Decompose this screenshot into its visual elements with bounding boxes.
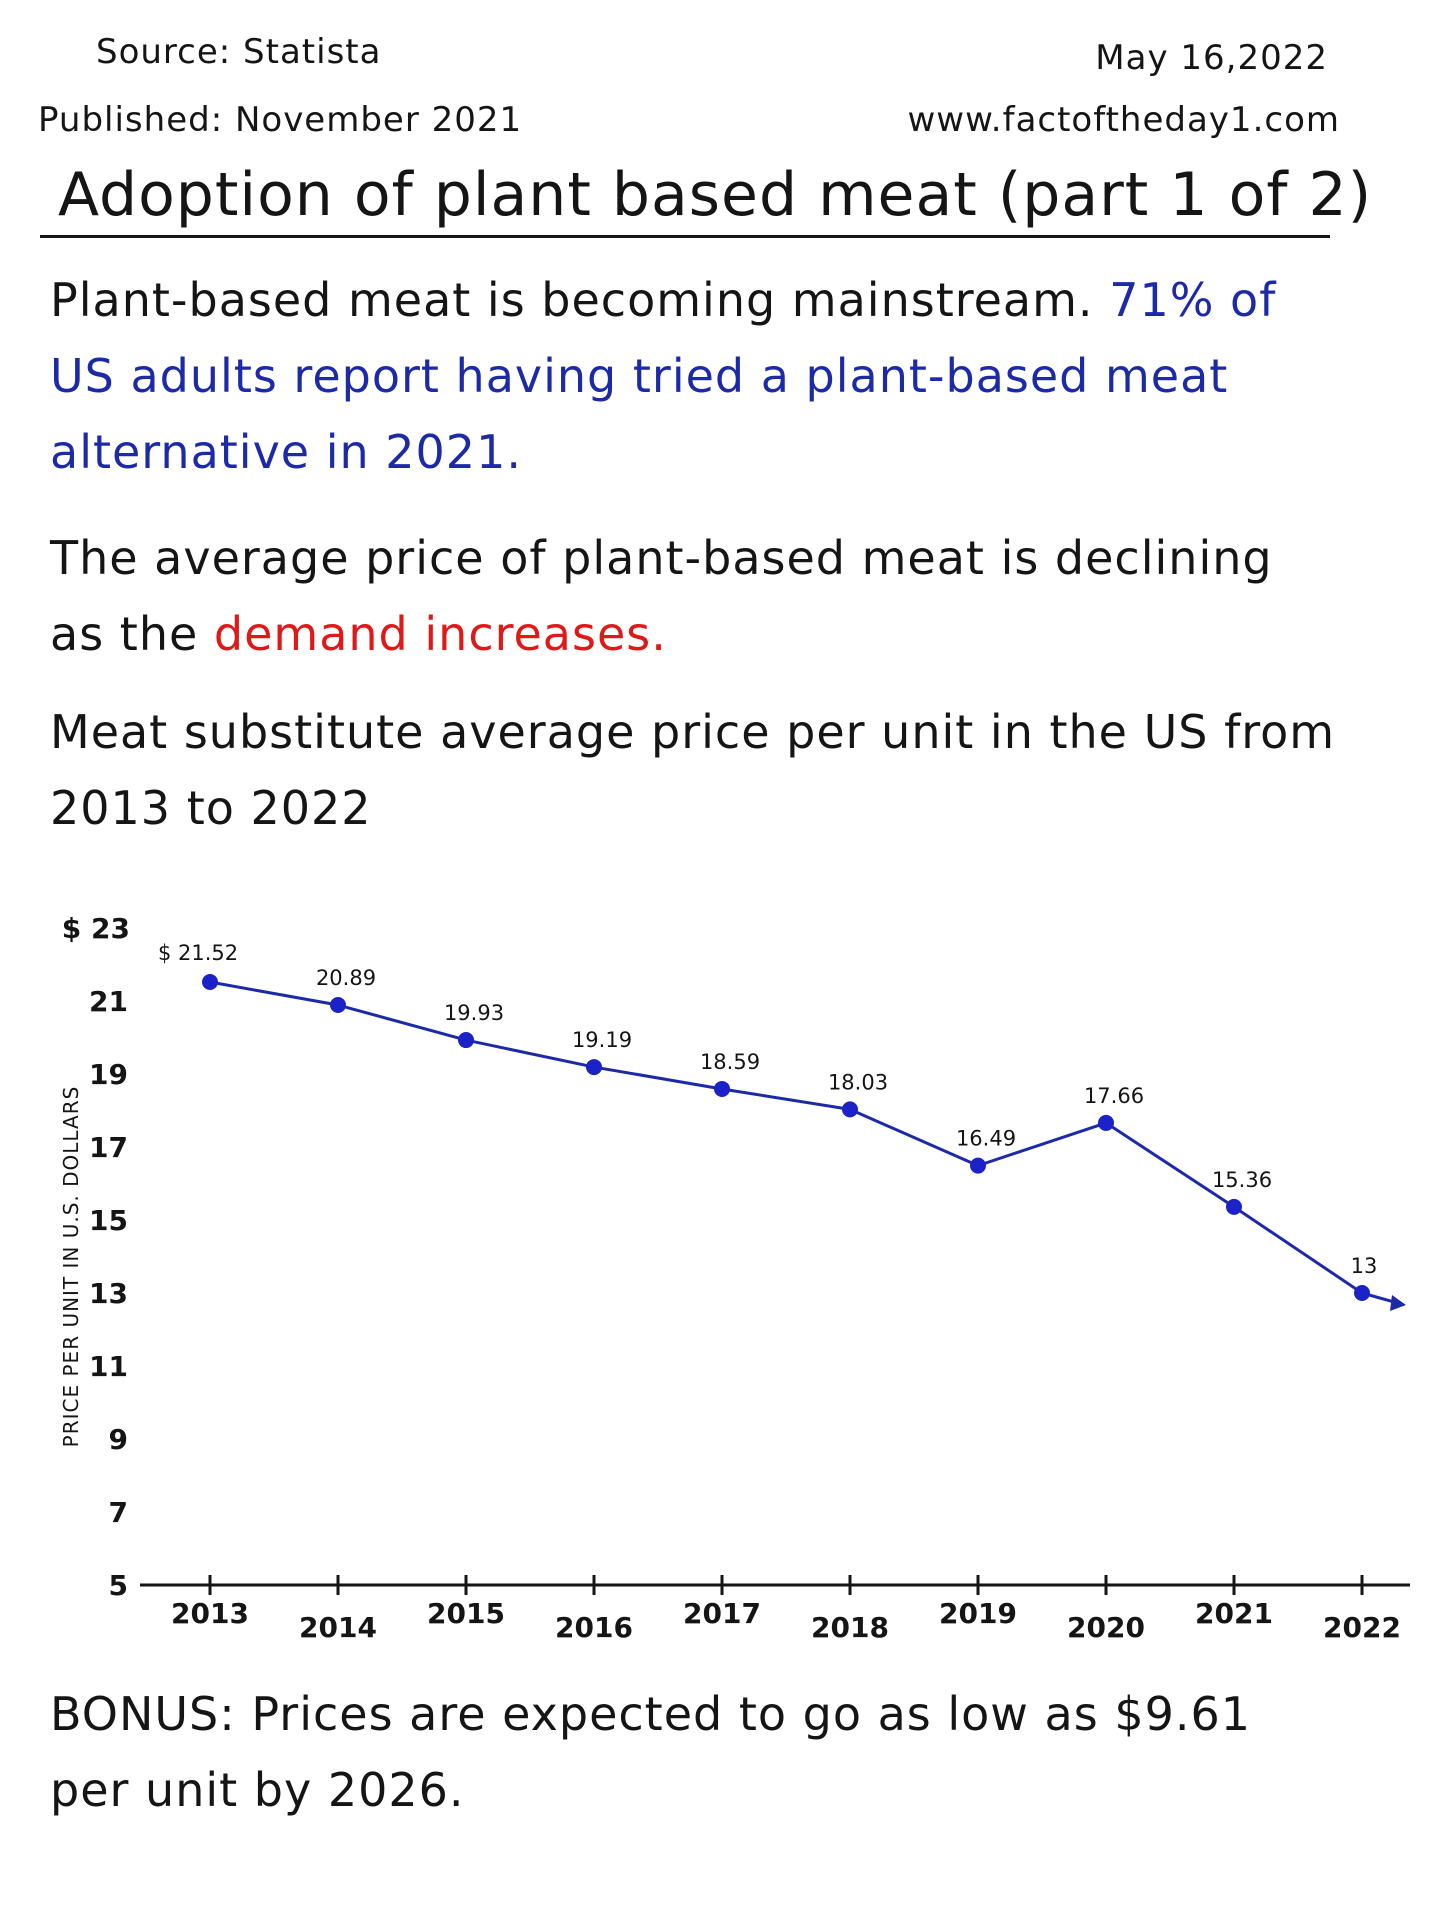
data-point	[458, 1032, 474, 1049]
published-text: Published: November 2021	[38, 100, 523, 140]
data-point	[1098, 1114, 1114, 1131]
data-label: 20.89	[316, 966, 376, 990]
paragraph-price-highlight: demand increases.	[213, 607, 667, 661]
data-label: 18.03	[828, 1070, 888, 1094]
data-point	[714, 1080, 730, 1097]
y-tick-label: 19	[89, 1058, 128, 1091]
data-label: 18.59	[700, 1050, 760, 1074]
data-label: 19.19	[572, 1028, 632, 1052]
paragraph-price: The average price of plant-based meat is…	[50, 520, 1340, 672]
y-tick-label: $ 23	[62, 912, 130, 945]
trend-arrow-head	[1390, 1295, 1406, 1311]
title-underline	[40, 235, 1330, 238]
x-tick-label: 2022	[1323, 1611, 1401, 1644]
y-tick-label: 11	[89, 1350, 128, 1383]
source-text: Source: Statista	[96, 32, 382, 72]
data-point	[1226, 1198, 1242, 1215]
y-tick-label: 21	[89, 985, 128, 1018]
data-point	[970, 1157, 986, 1174]
x-tick-label: 2019	[939, 1597, 1017, 1630]
y-axis-label: PRICE PER UNIT IN U.S. DOLLARS	[59, 1086, 83, 1448]
data-label: 19.93	[444, 1001, 504, 1025]
x-tick-label: 2021	[1195, 1597, 1273, 1630]
data-point	[330, 997, 346, 1014]
date-text: May 16,2022	[1095, 38, 1328, 78]
data-label: $ 21.52	[158, 941, 238, 965]
paragraph-adoption-plain: Plant-based meat is becoming mainstream.	[50, 273, 1094, 327]
y-tick-label: 15	[89, 1204, 128, 1237]
x-tick-label: 2015	[427, 1597, 505, 1630]
y-tick-label: 13	[89, 1277, 128, 1310]
series-line	[209, 980, 1363, 1295]
paragraph-adoption-highlight: 71% of US adults report having tried a p…	[50, 273, 1277, 479]
data-point	[1354, 1285, 1370, 1301]
data-point	[586, 1059, 602, 1076]
data-point	[842, 1101, 858, 1118]
x-tick-label: 2016	[555, 1611, 633, 1644]
x-tick-label: 2018	[811, 1611, 889, 1644]
x-tick-label: 2014	[299, 1611, 377, 1644]
page-title: Adoption of plant based meat (part 1 of …	[58, 160, 1373, 230]
chart-heading: Meat substitute average price per unit i…	[50, 705, 1336, 835]
price-line-chart: PRICE PER UNIT IN U.S. DOLLARS $ 23 21 19 17…	[59, 912, 1410, 1644]
data-label: 15.36	[1212, 1168, 1272, 1192]
x-tick-label: 2013	[171, 1597, 249, 1630]
paragraph-adoption: Plant-based meat is becoming mainstream.…	[50, 262, 1340, 490]
y-tick-label: 9	[109, 1423, 128, 1456]
data-point	[202, 974, 218, 991]
data-label: 13	[1351, 1254, 1378, 1278]
data-label: 17.66	[1084, 1084, 1144, 1108]
paragraph-price-plain: The average price of plant-based meat is…	[50, 531, 1273, 661]
y-tick-label: 5	[109, 1569, 128, 1602]
y-tick-label: 17	[89, 1131, 128, 1164]
x-tick-label: 2017	[683, 1597, 761, 1630]
bonus-note: BONUS: Prices are expected to go as low …	[50, 1687, 1252, 1817]
data-label: 16.49	[956, 1127, 1016, 1151]
website-text: www.factoftheday1.com	[907, 100, 1340, 140]
x-tick-label: 2020	[1067, 1611, 1145, 1644]
y-tick-label: 7	[109, 1496, 128, 1529]
